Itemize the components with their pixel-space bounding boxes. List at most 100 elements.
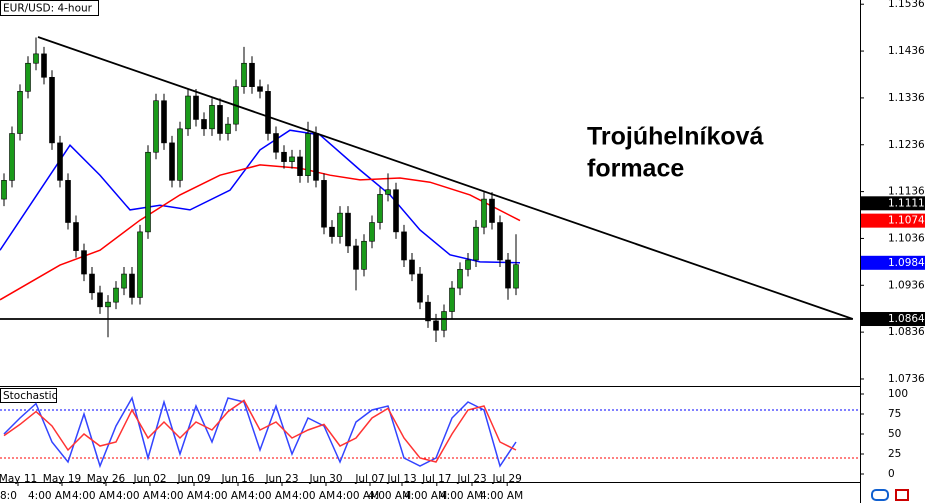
candle-body <box>401 231 407 261</box>
moving-average <box>0 129 521 264</box>
x-tick-label: 4:00 AM <box>292 490 335 502</box>
candle-body <box>41 53 47 78</box>
candle-body <box>297 156 303 176</box>
candle-body <box>353 245 359 270</box>
y-tick-label: 100 <box>888 388 908 400</box>
candle-body <box>473 226 479 261</box>
candle-body <box>25 62 31 92</box>
candle-body <box>329 226 335 237</box>
x-tick-label: 4:00 AM <box>368 490 411 502</box>
x-tick-label: May 19 <box>43 473 81 485</box>
price-tag <box>861 255 925 270</box>
price-tag <box>861 213 925 228</box>
candle-body <box>385 189 391 195</box>
candle-body <box>257 86 263 92</box>
candle-body <box>441 311 447 331</box>
x-tick-label: Jun 09 <box>176 473 210 485</box>
y-tick-label: 1.1036 <box>888 232 925 244</box>
x-tick-label: May 26 <box>87 473 126 485</box>
x-tick-label: Jul 17 <box>421 473 451 485</box>
candle-body <box>249 62 255 87</box>
candle-body <box>201 119 207 130</box>
candle-body <box>177 128 183 181</box>
candle-body <box>505 259 511 289</box>
candle-body <box>289 156 295 162</box>
candle-body <box>449 287 455 312</box>
candle-body <box>513 264 519 289</box>
candle-body <box>305 133 311 176</box>
candle-body <box>281 151 287 162</box>
y-tick-label: 25 <box>888 448 901 460</box>
chart-title: EUR/USD: 4-hour <box>3 3 93 15</box>
annotation: Trojúhelníková <box>587 123 764 151</box>
x-tick-label: 4:00 AM <box>336 490 379 502</box>
candle-body <box>129 273 135 298</box>
x-tick-label: May 11 <box>0 473 37 485</box>
candle-body <box>193 95 199 120</box>
candle-body <box>9 133 15 181</box>
y-tick-label: 1.0736 <box>888 373 925 385</box>
price-tag-label: 1.1074 <box>888 215 925 227</box>
candle-body <box>377 194 383 223</box>
candle-body <box>153 100 159 153</box>
y-tick-label: 0 <box>888 468 895 480</box>
y-tick-label: 1.1236 <box>888 139 925 151</box>
x-tick-label: 4:00 AM <box>28 490 71 502</box>
x-tick-label: 4:00 AM <box>160 490 203 502</box>
title-box <box>0 0 99 16</box>
candle-body <box>361 240 367 270</box>
price-tag <box>861 196 925 211</box>
candle-body <box>409 259 415 275</box>
candle-body <box>81 250 87 275</box>
candle-body <box>17 91 23 134</box>
x-tick-label: Jun 30 <box>308 473 342 485</box>
trendline <box>37 36 854 320</box>
candle-body <box>145 151 151 233</box>
candle-body <box>73 222 79 251</box>
price-tag-label: 1.1111 <box>888 197 925 209</box>
candle-body <box>265 91 271 134</box>
x-tick-label: 4:00 AM <box>480 490 523 502</box>
x-tick-label: 4:00 AM <box>404 490 447 502</box>
candle-body <box>489 198 495 223</box>
x-tick-label: 4:00 AM <box>440 490 483 502</box>
candle-body <box>273 133 279 153</box>
x-tick-label: 4:00 AM <box>204 490 247 502</box>
y-tick-label: 1.0936 <box>888 279 925 291</box>
candle-body <box>337 212 343 237</box>
y-tick-label: 1.0836 <box>888 326 925 338</box>
candle-body <box>497 222 503 261</box>
x-tick-label: Jul 13 <box>386 473 416 485</box>
candle-body <box>169 142 175 181</box>
x-tick-label: 4:00 AM <box>116 490 159 502</box>
candle-body <box>209 105 215 130</box>
x-tick-label: Jun 16 <box>220 473 254 485</box>
candle-body <box>113 287 119 303</box>
candle-body <box>345 212 351 247</box>
x-tick-label: 4:00 AM <box>72 490 115 502</box>
stochastic-line <box>3 399 517 463</box>
candle-body <box>425 301 431 322</box>
candle-body <box>1 180 7 200</box>
candle-body <box>321 180 327 228</box>
panel-title: Stochastic <box>3 390 58 402</box>
x-tick-label: Jun 23 <box>264 473 298 485</box>
y-tick-label: 1.1436 <box>888 45 925 57</box>
candle-body <box>65 180 71 223</box>
y-tick-label: 1.1536 <box>888 0 925 10</box>
candle-body <box>137 231 143 298</box>
y-tick-label: 50 <box>888 428 901 440</box>
candle-body <box>217 105 223 134</box>
candle-body <box>241 62 247 87</box>
candle-body <box>49 76 55 144</box>
annotation: formace <box>587 155 684 183</box>
candle-body <box>33 53 39 64</box>
moving-average <box>0 164 521 301</box>
candle-body <box>433 320 439 331</box>
candle-body <box>121 273 127 289</box>
x-tick-label: Jul 29 <box>492 473 522 485</box>
title-box <box>0 388 57 403</box>
icon[interactable] <box>895 489 909 501</box>
icon[interactable] <box>871 489 889 501</box>
